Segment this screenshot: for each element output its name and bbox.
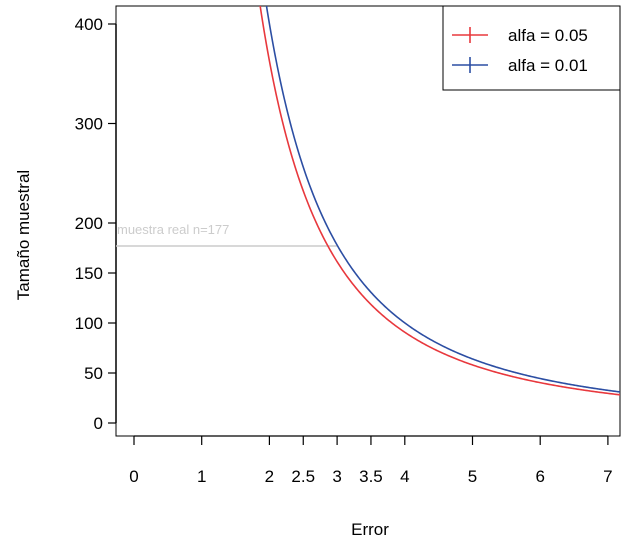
x-tick-label: 7 xyxy=(603,467,612,486)
y-axis: 0 50 100 150 200 300 400 xyxy=(75,15,117,433)
x-axis-title: Error xyxy=(351,520,389,539)
y-tick-label: 150 xyxy=(75,264,103,283)
series-line-2 xyxy=(265,6,620,393)
legend-box xyxy=(442,5,621,91)
x-tick-label: 1 xyxy=(197,467,206,486)
y-tick-label: 300 xyxy=(75,115,103,134)
x-tick-label: 4 xyxy=(400,467,409,486)
y-tick-label: 200 xyxy=(75,214,103,233)
x-tick-label: 3 xyxy=(332,467,341,486)
y-tick-label: 0 xyxy=(94,414,103,433)
x-tick-label: 5 xyxy=(468,467,477,486)
x-tick-label: 2 xyxy=(265,467,274,486)
legend-entry-label: alfa = 0.01 xyxy=(508,56,588,75)
reference-line-group: muestra real n=177 xyxy=(116,222,338,247)
y-tick-label: 50 xyxy=(84,364,103,383)
legend: alfa = 0.05 alfa = 0.01 xyxy=(442,5,621,91)
series-lines xyxy=(259,6,620,396)
reference-line-label: muestra real n=177 xyxy=(117,222,229,237)
y-tick-label: 100 xyxy=(75,314,103,333)
x-tick-label: 0 xyxy=(129,467,138,486)
y-tick-label: 400 xyxy=(75,15,103,34)
legend-entry-label: alfa = 0.05 xyxy=(508,26,588,45)
y-axis-title: Tamaño muestral xyxy=(14,170,33,300)
x-tick-label: 6 xyxy=(535,467,544,486)
series-line-1 xyxy=(259,6,620,396)
x-tick-label: 2.5 xyxy=(291,467,315,486)
x-axis: 0 1 2 2.5 3 3.5 4 5 6 7 xyxy=(129,435,613,486)
x-tick-label: 3.5 xyxy=(359,467,383,486)
